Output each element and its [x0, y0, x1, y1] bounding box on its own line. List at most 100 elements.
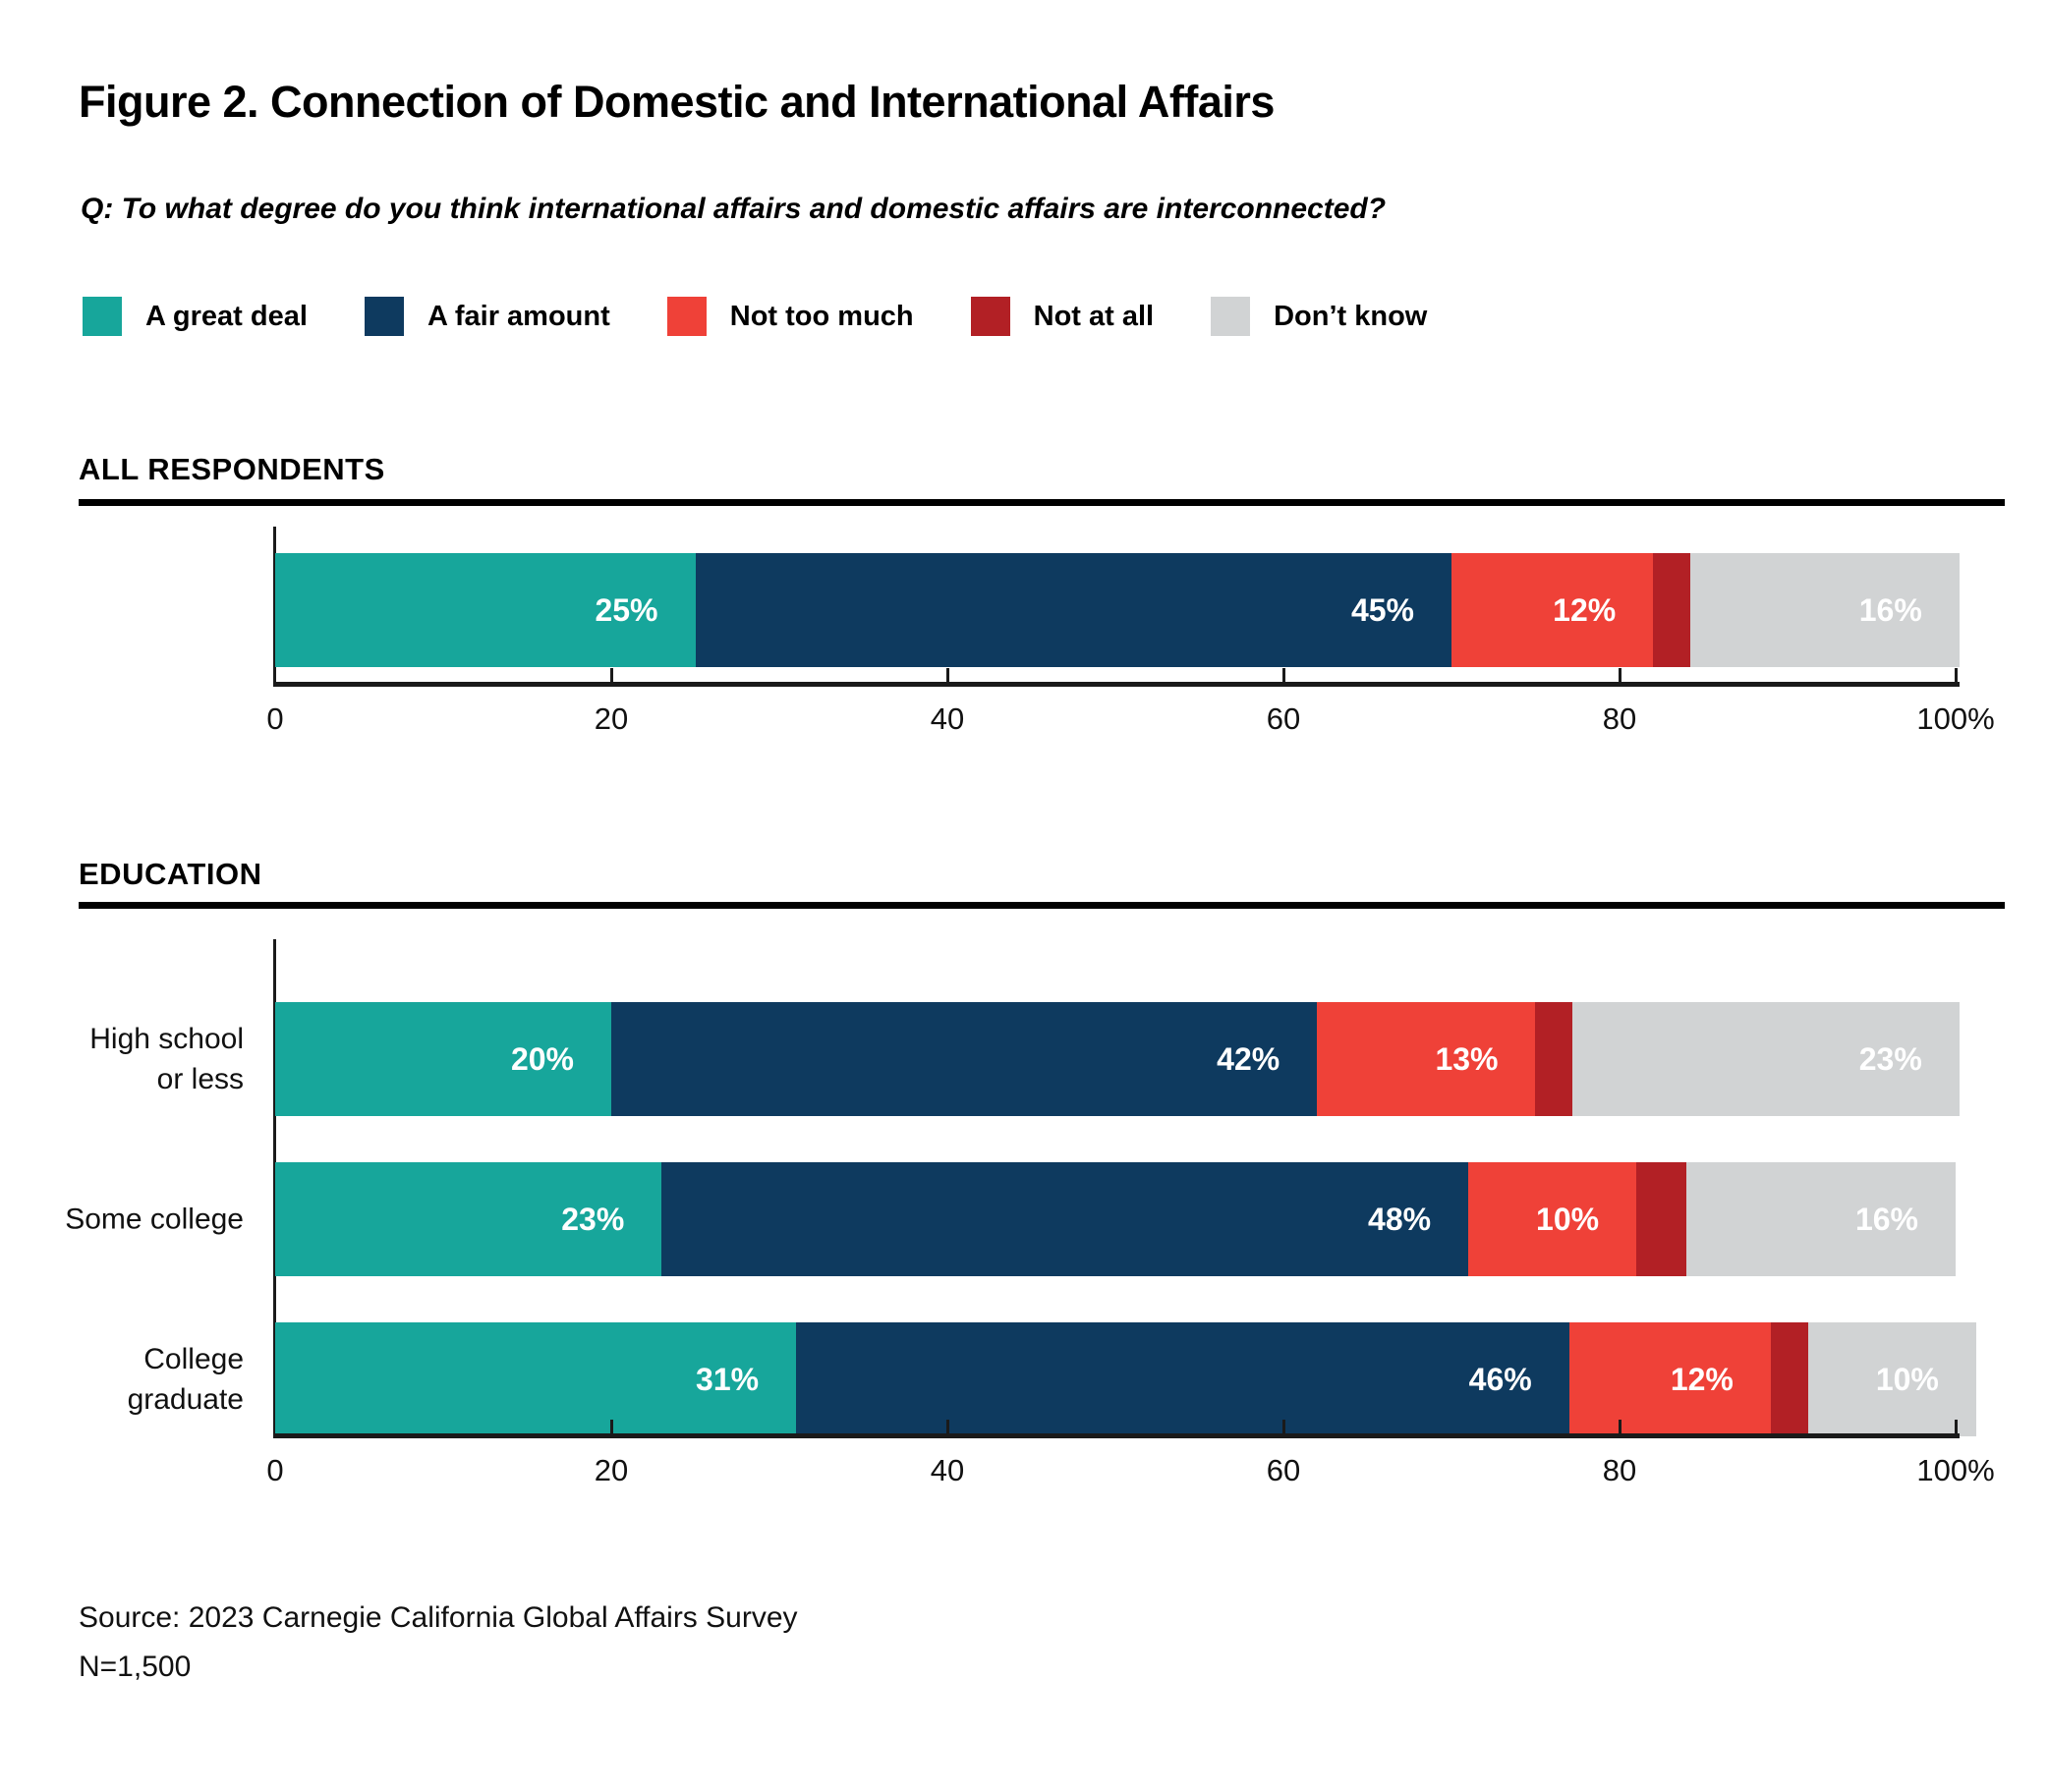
don-t-know-swatch — [1211, 297, 1251, 336]
bar-segment-not-too-much: 12% — [1568, 1322, 1771, 1436]
bar-value-label: 12% — [1553, 591, 1617, 628]
legend-item-a-great-deal: A great deal — [83, 297, 308, 336]
bar-segment-not-at-all — [1535, 1002, 1573, 1116]
bar-segment-a-great-deal: 25% — [275, 553, 696, 667]
bar-value-label: 42% — [1217, 1040, 1280, 1077]
bar-segment-a-great-deal: 20% — [275, 1002, 611, 1116]
bar-segment-a-fair-amount: 45% — [695, 553, 1451, 667]
bar-value-label: 46% — [1468, 1361, 1532, 1397]
axis-tick-label: 80 — [1602, 1453, 1637, 1487]
a-fair-amount-swatch — [364, 297, 404, 336]
axis-tick — [1281, 1420, 1285, 1433]
bar-segment-not-too-much: 13% — [1317, 1002, 1536, 1116]
legend-item-don-t-know: Don’t know — [1211, 297, 1427, 336]
bar-segment-a-fair-amount: 42% — [611, 1002, 1318, 1116]
bar-segment-not-too-much: 12% — [1451, 553, 1654, 667]
section-rule-all-respondents — [79, 499, 2005, 506]
source-note: Source: 2023 Carnegie California Global … — [79, 1601, 798, 1634]
axis-tick-label: 60 — [1266, 1453, 1301, 1487]
legend-label: Don’t know — [1274, 300, 1428, 332]
axis-tick — [1954, 668, 1958, 682]
stacked-bar-all-respondents: 25% 45% 12% 16% — [275, 553, 1960, 667]
bar-value-label: 25% — [595, 591, 658, 628]
category-label-line: College — [143, 1343, 244, 1375]
bar-value-label: 23% — [1858, 1040, 1922, 1077]
legend-item-not-at-all: Not at all — [970, 297, 1155, 336]
bar-value-label: 23% — [561, 1201, 625, 1237]
bar-value-label: 31% — [696, 1361, 760, 1397]
bar-value-label: 16% — [1854, 1201, 1918, 1237]
axis-tick — [609, 668, 613, 682]
section-header-education: EDUCATION — [79, 857, 262, 891]
legend-label: Not too much — [729, 300, 914, 332]
legend-label: Not at all — [1033, 300, 1155, 332]
a-great-deal-swatch — [83, 297, 122, 336]
bar-value-label: 12% — [1670, 1361, 1734, 1397]
bar-segment-a-fair-amount: 48% — [661, 1162, 1469, 1276]
section-header-all-respondents: ALL RESPONDENTS — [79, 452, 385, 486]
axis-tick-label: 0 — [266, 701, 284, 736]
bar-segment-don-t-know: 10% — [1807, 1322, 1976, 1436]
axis-tick — [1954, 1420, 1958, 1433]
axis-tick-label: 40 — [930, 1453, 965, 1487]
bar-segment-not-too-much: 10% — [1468, 1162, 1637, 1276]
axis-tick-label: 60 — [1266, 701, 1301, 736]
bar-value-label: 16% — [1858, 591, 1922, 628]
category-label-high-school-or-less: High school or less — [20, 1019, 244, 1099]
footer: Source: 2023 Carnegie California Global … — [79, 1594, 798, 1692]
figure-title: Figure 2. Connection of Domestic and Int… — [79, 77, 1275, 127]
stacked-bar-some-college: 23% 48% 10% 16% — [275, 1162, 1956, 1276]
legend-item-not-too-much: Not too much — [666, 297, 914, 336]
axis-tick-label: 20 — [594, 1453, 629, 1487]
bar-segment-don-t-know: 16% — [1686, 1162, 1956, 1276]
chart-legend: A great deal A fair amount Not too much Not… — [83, 297, 1427, 336]
axis-tick-label: 100% — [1916, 701, 1995, 736]
legend-item-a-fair-amount: A fair amount — [364, 297, 610, 336]
category-label-line: graduate — [127, 1383, 244, 1416]
legend-label: A fair amount — [427, 300, 610, 332]
bar-value-label: 48% — [1368, 1201, 1432, 1237]
section-rule-education — [79, 902, 2005, 909]
bar-value-label: 13% — [1435, 1040, 1499, 1077]
bar-value-label: 10% — [1875, 1361, 1939, 1397]
y-axis-line — [273, 939, 276, 1438]
stacked-bar-college-graduate: 31% 46% 12% 10% — [275, 1322, 1976, 1436]
bar-segment-not-at-all — [1653, 553, 1691, 667]
x-axis-line — [273, 682, 1960, 687]
axis-tick-label: 20 — [594, 701, 629, 736]
bar-segment-a-great-deal: 23% — [275, 1162, 662, 1276]
bar-segment-don-t-know: 16% — [1690, 553, 1960, 667]
axis-tick — [945, 668, 949, 682]
axis-tick-label: 40 — [930, 701, 965, 736]
bar-value-label: 20% — [510, 1040, 574, 1077]
y-axis-line — [273, 527, 276, 687]
x-axis-line — [273, 1433, 1960, 1438]
axis-tick-label: 0 — [266, 1453, 284, 1487]
not-too-much-swatch — [666, 297, 707, 336]
legend-label: A great deal — [145, 300, 308, 332]
bar-segment-don-t-know: 23% — [1572, 1002, 1960, 1116]
stacked-bar-high-school-or-less: 20% 42% 13% 23% — [275, 1002, 1960, 1116]
sample-size: N=1,500 — [79, 1651, 192, 1683]
bar-value-label: 10% — [1536, 1201, 1600, 1237]
axis-tick — [1618, 668, 1621, 682]
category-label-line: or less — [156, 1063, 244, 1095]
axis-tick — [1618, 1420, 1621, 1433]
category-label-college-graduate: College graduate — [20, 1339, 244, 1420]
axis-tick — [1281, 668, 1285, 682]
bar-value-label: 45% — [1350, 591, 1414, 628]
axis-tick-label: 100% — [1916, 1453, 1995, 1487]
bar-segment-a-great-deal: 31% — [275, 1322, 797, 1436]
category-label-line: Some college — [65, 1203, 244, 1236]
axis-tick-label: 80 — [1602, 701, 1637, 736]
bar-segment-a-fair-amount: 46% — [796, 1322, 1569, 1436]
category-label-some-college: Some college — [20, 1200, 244, 1240]
not-at-all-swatch — [970, 297, 1010, 336]
bar-segment-not-at-all — [1770, 1322, 1808, 1436]
survey-question: Q: To what degree do you think internati… — [81, 193, 1387, 225]
bar-segment-not-at-all — [1636, 1162, 1687, 1276]
axis-tick — [609, 1420, 613, 1433]
category-label-line: High school — [89, 1023, 244, 1055]
axis-tick — [945, 1420, 949, 1433]
